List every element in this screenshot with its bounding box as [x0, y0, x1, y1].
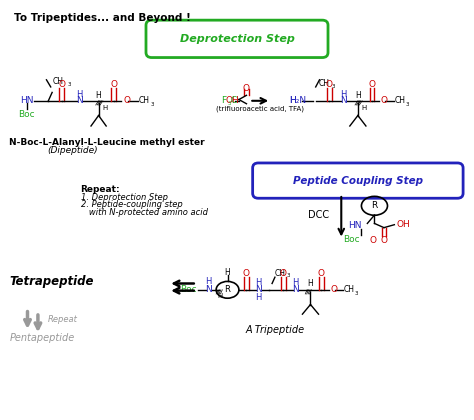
Text: Boc: Boc	[343, 235, 359, 244]
Text: 3: 3	[286, 273, 290, 278]
Text: CH: CH	[139, 96, 150, 105]
Text: H: H	[76, 90, 83, 99]
Text: O: O	[330, 285, 337, 294]
Text: Repeat:: Repeat:	[81, 184, 120, 194]
Text: O: O	[58, 80, 65, 89]
Text: 2. Peptide-coupling step: 2. Peptide-coupling step	[81, 200, 182, 210]
Text: F: F	[221, 96, 227, 105]
Text: H: H	[255, 278, 262, 287]
Text: CH: CH	[394, 96, 405, 105]
Text: HN: HN	[348, 221, 361, 230]
Text: H: H	[289, 96, 296, 105]
Text: A Tripeptide: A Tripeptide	[246, 325, 304, 335]
Text: O: O	[381, 96, 388, 105]
Text: O: O	[318, 268, 325, 278]
Text: with N-protected amino acid: with N-protected amino acid	[81, 208, 208, 217]
Text: O: O	[381, 236, 387, 245]
Text: CH: CH	[343, 285, 354, 294]
Text: Peptide Coupling Step: Peptide Coupling Step	[293, 176, 423, 186]
Text: N-Boc-L-Alanyl-L-Leucine methyl ester: N-Boc-L-Alanyl-L-Leucine methyl ester	[9, 138, 205, 147]
Text: Repeat: Repeat	[47, 315, 77, 324]
FancyBboxPatch shape	[253, 163, 463, 198]
Text: O: O	[243, 84, 250, 93]
FancyBboxPatch shape	[146, 20, 328, 58]
Text: OH: OH	[225, 96, 239, 105]
Text: 3: 3	[355, 291, 358, 296]
Text: R: R	[371, 201, 378, 210]
Text: H: H	[255, 293, 262, 302]
Text: (trifluoroacetic acid, TFA): (trifluoroacetic acid, TFA)	[216, 106, 304, 113]
Text: HN: HN	[20, 96, 33, 105]
Text: N: N	[205, 285, 212, 294]
Text: H: H	[361, 105, 366, 111]
Text: C: C	[230, 96, 237, 105]
Text: OH: OH	[396, 220, 410, 229]
Text: 3: 3	[228, 101, 231, 106]
Text: H: H	[205, 277, 212, 286]
Text: O: O	[369, 80, 375, 89]
Text: H: H	[225, 268, 230, 277]
Text: 3: 3	[406, 102, 409, 107]
Text: H: H	[355, 91, 361, 100]
Text: H₂N: H₂N	[289, 96, 306, 105]
Text: H: H	[96, 91, 101, 100]
Text: O: O	[326, 80, 333, 89]
Text: 3: 3	[68, 82, 71, 87]
Text: R: R	[225, 285, 230, 294]
Text: Boc: Boc	[18, 110, 35, 119]
Text: O: O	[123, 96, 130, 105]
Text: H: H	[308, 279, 313, 288]
Text: O: O	[243, 268, 250, 278]
Text: CH: CH	[53, 77, 64, 87]
Text: O: O	[110, 80, 117, 89]
Text: (Dipeptide): (Dipeptide)	[47, 146, 98, 155]
Text: N: N	[76, 96, 83, 105]
Text: CH: CH	[275, 268, 286, 278]
Text: 3: 3	[332, 84, 335, 89]
Text: H: H	[340, 90, 347, 99]
Text: N: N	[292, 285, 299, 294]
Text: 3: 3	[151, 102, 154, 107]
Text: Pentapeptide: Pentapeptide	[9, 333, 75, 343]
Text: Tetrapeptide: Tetrapeptide	[9, 275, 94, 288]
Text: DCC: DCC	[308, 210, 329, 220]
Text: H: H	[102, 105, 108, 111]
Text: H: H	[292, 278, 299, 287]
Text: O: O	[280, 268, 287, 278]
Text: N: N	[340, 96, 347, 105]
Text: 1. Deprotection Step: 1. Deprotection Step	[81, 193, 168, 202]
Text: Boc: Boc	[180, 285, 197, 294]
Text: Deprotection Step: Deprotection Step	[180, 34, 294, 44]
Text: CH: CH	[319, 79, 329, 89]
Text: H: H	[218, 293, 223, 299]
Text: N: N	[255, 285, 262, 294]
Text: To Tripeptides... and Beyond !: To Tripeptides... and Beyond !	[14, 13, 191, 23]
Text: O: O	[370, 236, 377, 245]
